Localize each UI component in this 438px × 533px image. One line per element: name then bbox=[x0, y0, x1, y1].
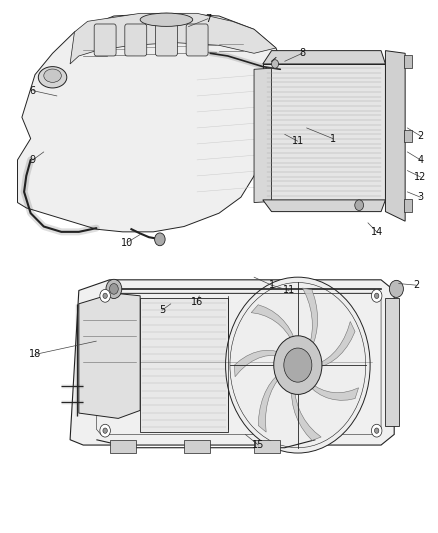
Text: 11: 11 bbox=[283, 286, 295, 295]
FancyBboxPatch shape bbox=[254, 440, 280, 453]
Ellipse shape bbox=[38, 67, 67, 88]
FancyBboxPatch shape bbox=[404, 55, 412, 68]
Circle shape bbox=[100, 424, 110, 437]
Circle shape bbox=[110, 284, 118, 294]
Text: 15: 15 bbox=[252, 440, 265, 450]
Polygon shape bbox=[303, 288, 318, 352]
Text: 5: 5 bbox=[159, 305, 165, 315]
FancyBboxPatch shape bbox=[186, 24, 208, 56]
Polygon shape bbox=[70, 13, 276, 64]
Circle shape bbox=[371, 424, 382, 437]
Text: 6: 6 bbox=[30, 86, 36, 95]
FancyBboxPatch shape bbox=[140, 298, 228, 432]
Text: 10: 10 bbox=[121, 238, 133, 247]
Circle shape bbox=[284, 348, 312, 382]
Circle shape bbox=[371, 289, 382, 302]
Text: 14: 14 bbox=[371, 227, 383, 237]
Circle shape bbox=[374, 428, 379, 433]
Circle shape bbox=[355, 200, 364, 211]
Text: 18: 18 bbox=[29, 350, 41, 359]
Circle shape bbox=[103, 293, 107, 298]
Circle shape bbox=[389, 280, 403, 297]
FancyBboxPatch shape bbox=[385, 298, 399, 426]
FancyBboxPatch shape bbox=[94, 24, 116, 56]
Polygon shape bbox=[313, 321, 355, 368]
Polygon shape bbox=[385, 51, 405, 221]
Circle shape bbox=[274, 336, 322, 394]
Circle shape bbox=[103, 428, 107, 433]
Text: 3: 3 bbox=[417, 192, 424, 202]
Text: 7: 7 bbox=[205, 14, 211, 23]
Polygon shape bbox=[70, 280, 394, 445]
Circle shape bbox=[272, 60, 279, 68]
Text: 9: 9 bbox=[30, 155, 36, 165]
Polygon shape bbox=[258, 370, 284, 432]
FancyBboxPatch shape bbox=[184, 440, 210, 453]
FancyBboxPatch shape bbox=[404, 130, 412, 142]
Text: 11: 11 bbox=[292, 136, 304, 146]
Polygon shape bbox=[251, 305, 297, 347]
Polygon shape bbox=[234, 350, 285, 377]
Polygon shape bbox=[18, 13, 285, 232]
FancyBboxPatch shape bbox=[404, 199, 412, 212]
Circle shape bbox=[155, 233, 165, 246]
Ellipse shape bbox=[44, 69, 61, 83]
FancyBboxPatch shape bbox=[125, 24, 147, 56]
Text: 1: 1 bbox=[330, 134, 336, 143]
Polygon shape bbox=[263, 200, 385, 212]
Circle shape bbox=[226, 277, 370, 453]
Circle shape bbox=[100, 289, 110, 302]
Text: 2: 2 bbox=[413, 280, 419, 290]
Text: 16: 16 bbox=[191, 297, 203, 307]
Polygon shape bbox=[305, 379, 359, 400]
Polygon shape bbox=[263, 51, 385, 64]
Text: 1: 1 bbox=[268, 280, 275, 290]
Ellipse shape bbox=[140, 13, 193, 27]
Text: 8: 8 bbox=[299, 49, 305, 58]
Polygon shape bbox=[254, 68, 272, 203]
FancyBboxPatch shape bbox=[263, 64, 385, 200]
Text: 2: 2 bbox=[417, 131, 424, 141]
Circle shape bbox=[374, 293, 379, 298]
Circle shape bbox=[106, 279, 122, 298]
Text: 12: 12 bbox=[414, 172, 427, 182]
FancyBboxPatch shape bbox=[155, 24, 177, 56]
Text: 4: 4 bbox=[417, 155, 424, 165]
FancyBboxPatch shape bbox=[110, 440, 136, 453]
Polygon shape bbox=[79, 293, 140, 418]
Polygon shape bbox=[292, 383, 321, 440]
